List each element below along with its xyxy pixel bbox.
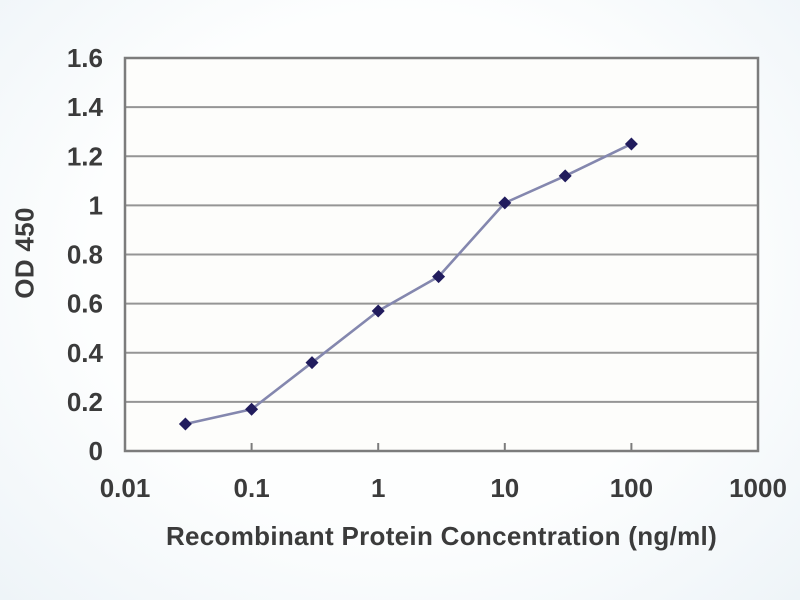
series-line (184, 142, 633, 426)
x-tick-label: 0.01 (100, 473, 151, 503)
x-tick-label: 1 (371, 473, 385, 503)
y-tick-label: 1.6 (67, 43, 103, 73)
y-tick-label: 0 (89, 436, 103, 466)
y-tick-label: 0.6 (67, 289, 103, 319)
x-tick-label: 100 (610, 473, 653, 503)
y-tick-label: 1.4 (67, 92, 104, 122)
y-tick-label: 1.2 (67, 141, 103, 171)
plot-frame (123, 56, 760, 453)
x-tick-label: 1000 (729, 473, 787, 503)
data-point-marker (371, 304, 385, 318)
y-tick-label: 0.4 (67, 338, 104, 368)
x-tick-label: 0.1 (234, 473, 270, 503)
y-tick-label: 1 (89, 190, 103, 220)
data-point-marker (558, 169, 572, 183)
data-point-marker (498, 196, 512, 210)
x-axis-title: Recombinant Protein Concentration (ng/ml… (165, 521, 718, 551)
data-point-marker (245, 402, 259, 416)
y-axis-title: OD 450 (9, 207, 40, 299)
y-tick-label: 0.2 (67, 387, 103, 417)
x-tick-label: 10 (490, 473, 519, 503)
data-point-marker (305, 356, 319, 370)
y-tick-label: 0.8 (67, 240, 103, 270)
data-point-marker (178, 417, 192, 431)
data-point-marker (432, 270, 446, 284)
data-point-marker (624, 137, 638, 151)
